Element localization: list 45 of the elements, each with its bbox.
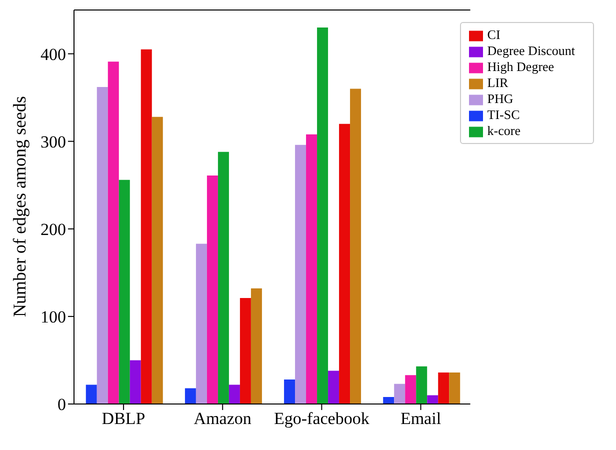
bar [184,388,196,404]
legend-label: LIR [487,75,508,90]
bar [96,87,108,404]
y-tick-label: 400 [40,44,66,64]
legend-label: Degree Discount [487,43,575,58]
x-tick-label: Amazon [194,409,252,428]
bar [438,372,450,404]
bar [108,62,119,404]
bar [218,152,229,404]
bar [206,175,218,404]
bar [152,116,163,404]
bar [427,395,438,404]
bar [196,244,207,404]
legend-label: PHG [487,91,514,106]
y-tick-label: 200 [40,220,66,239]
bar [350,88,362,404]
bar [295,144,306,404]
bar [328,370,340,404]
bar [140,49,152,404]
legend-label: k-core [487,123,520,138]
bar [118,180,130,404]
x-tick-label: Email [400,409,442,428]
legend-label: TI-SC [487,107,520,122]
bar [284,379,296,404]
bar [130,360,141,404]
x-tick-label: DBLP [102,409,146,428]
bar [416,366,428,404]
bar [306,134,318,404]
bar [228,384,240,404]
bar [449,372,460,404]
bar [383,396,394,404]
y-axis-title: Number of edges among seeds [9,96,30,317]
bar [317,28,328,404]
bar [250,288,262,404]
legend-label: High Degree [487,59,554,74]
bar [86,384,97,404]
bar [339,124,350,404]
bar [405,375,416,404]
y-tick-label: 0 [58,395,66,414]
y-tick-label: 300 [40,132,66,152]
bar [240,298,251,404]
bar [394,384,406,404]
x-tick-label: Ego-facebook [274,409,370,428]
legend-label: CI [487,27,500,42]
y-tick-label: 100 [40,307,66,326]
